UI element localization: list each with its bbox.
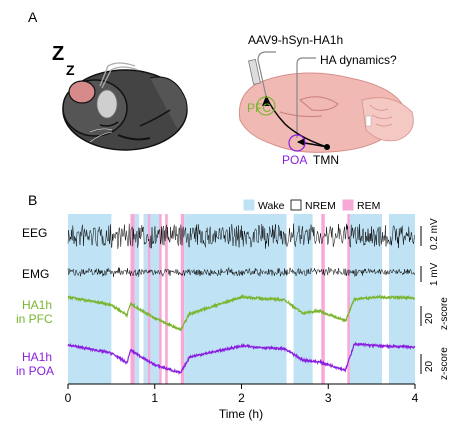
eeg-label: EEG xyxy=(22,226,47,240)
x-tick-label: 0 xyxy=(65,391,72,405)
pfc-label-line2: in PFC xyxy=(16,312,53,326)
poa-label-line1: HA1h xyxy=(22,350,52,364)
legend-swatch-nrem xyxy=(290,199,302,211)
pfc-scale-unit: z-score xyxy=(439,297,450,330)
virus-label: AAV9-hSyn-HA1h xyxy=(248,33,343,47)
legend-label-nrem: NREM xyxy=(305,200,336,212)
pfc-scale-value: 20 xyxy=(424,312,435,324)
region-pfc-label: PFC xyxy=(247,101,271,115)
poa-label-line2: in POA xyxy=(16,364,54,378)
sleep-symbol-small: Z xyxy=(66,62,75,78)
legend-label-wake: Wake xyxy=(258,200,285,212)
state-band-rem xyxy=(130,214,135,384)
state-band-wake xyxy=(293,214,313,384)
pfc-label-line1: HA1h xyxy=(22,298,52,312)
panel-a-letter: A xyxy=(28,9,38,25)
x-tick-label: 1 xyxy=(151,391,158,405)
state-band-rem xyxy=(180,214,185,384)
question-label: HA dynamics? xyxy=(320,53,397,67)
x-tick-label: 3 xyxy=(325,391,332,405)
eeg-scale-value: 0.2 mV xyxy=(429,218,440,250)
panel-b-letter: B xyxy=(28,192,37,208)
emg-trace xyxy=(67,266,416,278)
sleeping-mouse-illustration xyxy=(62,62,188,151)
x-axis-title: Time (h) xyxy=(219,407,263,421)
sleep-symbol-large: Z xyxy=(52,43,64,65)
x-tick-label: 2 xyxy=(238,391,245,405)
state-band-rem xyxy=(347,214,350,384)
region-tmn-label: TMN xyxy=(313,153,339,167)
state-band-rem xyxy=(159,214,162,384)
region-poa-label: POA xyxy=(282,153,307,167)
state-band-wake xyxy=(143,214,148,384)
legend-swatch-rem xyxy=(342,199,354,211)
pfc-signal-line xyxy=(67,293,416,332)
state-band-rem xyxy=(321,214,325,384)
x-tick-label: 4 xyxy=(412,391,419,405)
state-band-wake xyxy=(150,214,160,384)
eeg-trace xyxy=(67,223,416,249)
emg-scale-value: 1 mV xyxy=(429,262,440,286)
brain-sagittal-illustration xyxy=(238,51,414,153)
state-band-rem xyxy=(147,214,151,384)
poa-signal-line xyxy=(67,341,416,376)
poa-scale-unit: z-score xyxy=(439,347,450,380)
poa-scale-value: 20 xyxy=(424,360,435,372)
state-band-wake xyxy=(388,214,415,384)
legend-swatch-wake xyxy=(243,199,255,211)
state-band-rem xyxy=(165,214,168,384)
state-legend: Wake NREM REM xyxy=(243,199,380,212)
emg-label: EMG xyxy=(22,267,49,281)
x-axis: 0 1 2 3 4 xyxy=(65,383,419,405)
scale-bars: 0.2 mV 1 mV 20 z-score 20 z-score xyxy=(420,218,450,380)
legend-label-rem: REM xyxy=(357,200,380,212)
state-band-wake xyxy=(134,214,140,384)
